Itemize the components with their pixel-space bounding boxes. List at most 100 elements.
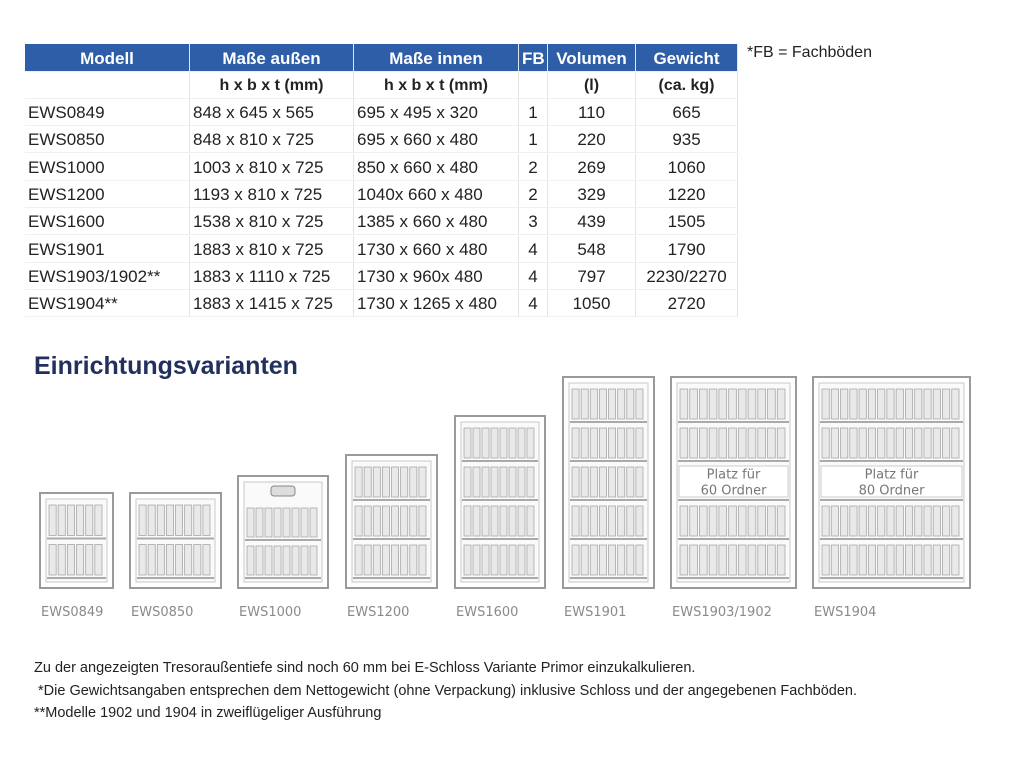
binder xyxy=(66,544,75,576)
binder xyxy=(202,544,211,576)
binder xyxy=(635,544,644,576)
binder xyxy=(608,427,617,459)
binder xyxy=(499,544,508,576)
table-cell: 695 x 495 x 320 xyxy=(354,99,519,126)
binder xyxy=(246,545,255,576)
binder xyxy=(147,504,156,536)
binder xyxy=(508,544,517,576)
binder xyxy=(905,505,914,537)
binder xyxy=(905,388,914,420)
safe-label: EWS0850 xyxy=(131,605,193,620)
binder xyxy=(571,544,580,576)
binder xyxy=(923,427,932,459)
binder xyxy=(718,544,728,576)
binder xyxy=(400,505,409,537)
binder xyxy=(932,544,941,576)
binder xyxy=(147,544,156,576)
binder xyxy=(858,427,867,459)
binder xyxy=(942,505,951,537)
binder xyxy=(757,544,766,576)
binder xyxy=(728,544,737,576)
binder xyxy=(951,388,960,420)
binder xyxy=(689,427,698,459)
binder xyxy=(202,504,211,536)
binder xyxy=(626,505,635,537)
binder xyxy=(463,544,472,576)
table-cell: 1790 xyxy=(636,235,738,263)
binder xyxy=(821,388,830,420)
binder xyxy=(66,504,75,536)
binder xyxy=(708,505,718,537)
binder xyxy=(718,505,728,537)
binder xyxy=(608,505,617,537)
binder xyxy=(886,505,895,537)
binder xyxy=(184,504,193,536)
binder xyxy=(508,427,517,459)
binder xyxy=(776,388,786,420)
binder xyxy=(849,427,858,459)
binder xyxy=(481,544,490,576)
binder xyxy=(942,544,951,576)
binder xyxy=(580,427,589,459)
binder xyxy=(747,505,757,537)
binder xyxy=(626,544,635,576)
binder xyxy=(635,466,644,498)
binder xyxy=(608,388,617,420)
binder xyxy=(858,388,867,420)
table-cell: 1385 x 660 x 480 xyxy=(354,208,519,236)
binder xyxy=(418,505,427,537)
binder xyxy=(867,427,876,459)
binder xyxy=(463,466,472,498)
binder xyxy=(363,505,372,537)
table-cell: 2720 xyxy=(636,290,738,318)
table-cell: 1050 xyxy=(548,290,636,318)
binder xyxy=(418,466,427,498)
table-cell: 695 x 660 x 480 xyxy=(354,126,519,154)
binder xyxy=(708,388,718,420)
binder xyxy=(737,505,747,537)
binder xyxy=(689,544,698,576)
binder xyxy=(821,544,830,576)
table-cell: 3 xyxy=(519,208,548,236)
table-cell: 1060 xyxy=(636,153,738,181)
binder xyxy=(165,544,174,576)
binder xyxy=(886,388,895,420)
binder xyxy=(463,505,472,537)
binder xyxy=(463,427,472,459)
table-cell: 439 xyxy=(548,208,636,236)
binder xyxy=(942,388,951,420)
binder xyxy=(409,544,418,576)
binder xyxy=(589,466,598,498)
binder xyxy=(472,505,481,537)
table-cell: 1220 xyxy=(636,180,738,208)
binder xyxy=(138,544,147,576)
space-note: 60 Ordner xyxy=(701,484,768,499)
table-cell: 1 xyxy=(519,99,548,126)
binder xyxy=(840,544,849,576)
binder xyxy=(372,505,381,537)
table-cell: 1883 x 810 x 725 xyxy=(190,235,354,263)
binder xyxy=(821,505,830,537)
footnote: **Modelle 1902 und 1904 in zweiflügelige… xyxy=(34,705,382,721)
binder xyxy=(699,505,708,537)
table-cell: 848 x 810 x 725 xyxy=(190,126,354,154)
binder xyxy=(626,427,635,459)
binder xyxy=(517,505,526,537)
binder xyxy=(490,544,499,576)
binder xyxy=(85,504,94,536)
binder xyxy=(635,427,644,459)
binder xyxy=(418,544,427,576)
binder xyxy=(718,427,728,459)
binder xyxy=(526,466,535,498)
table-cell: 1730 x 660 x 480 xyxy=(354,235,519,263)
binder xyxy=(300,545,309,576)
binder xyxy=(767,544,776,576)
binder xyxy=(291,545,300,576)
table-cell: 4 xyxy=(519,262,548,290)
subheader-cell xyxy=(25,72,190,99)
binder xyxy=(409,466,418,498)
table-cell: 1505 xyxy=(636,208,738,236)
binder xyxy=(499,466,508,498)
table-cell: EWS1901 xyxy=(25,235,190,263)
